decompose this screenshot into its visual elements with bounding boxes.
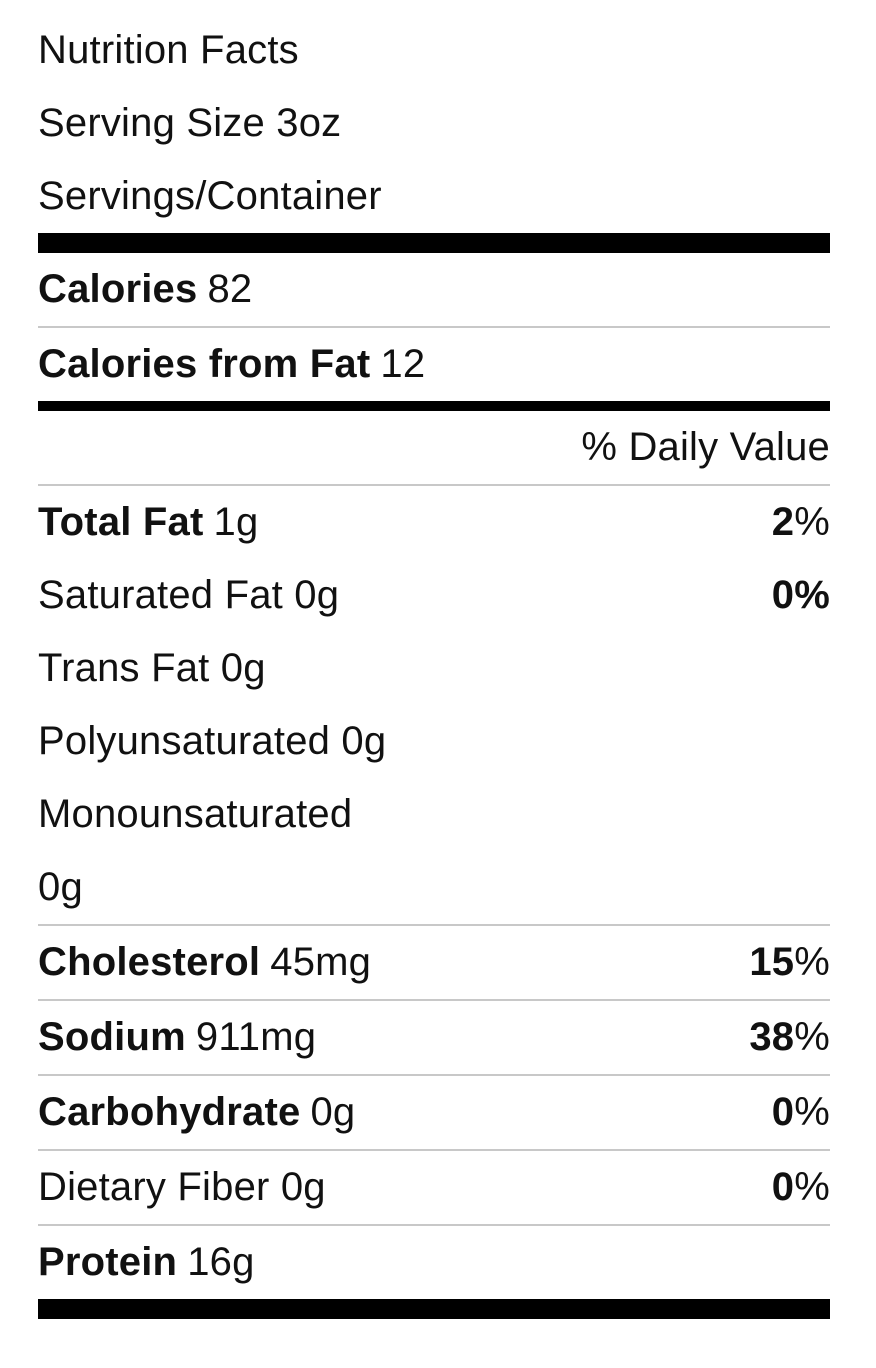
dietary-fiber-label: Dietary Fiber 0g	[38, 1165, 326, 1209]
sodium-amount: 911mg	[195, 1015, 317, 1059]
calories-value: 82	[207, 267, 253, 311]
total-fat-amount: 1g	[213, 500, 259, 544]
servings-per-container-row: Servings/Container	[38, 160, 830, 233]
cholesterol-row: Cholesterol 45mg 15%	[38, 924, 830, 999]
dietary-fiber-dv-number: 0	[771, 1165, 795, 1209]
calories-from-fat-value: 12	[380, 342, 426, 386]
trans-fat-row: Trans Fat 0g	[38, 632, 830, 705]
calories-row: Calories 82	[38, 253, 830, 326]
nutrition-facts-title: Nutrition Facts	[38, 28, 299, 72]
carbohydrate-amount: 0g	[310, 1090, 356, 1134]
servings-per-container-text: Servings/Container	[38, 174, 382, 218]
title-row: Nutrition Facts	[38, 14, 830, 87]
carbohydrate-dv-number: 0	[771, 1090, 795, 1134]
cholesterol-amount: 45mg	[270, 940, 372, 984]
polyunsaturated-label: Polyunsaturated 0g	[38, 719, 387, 763]
sodium-row: Sodium 911mg 38%	[38, 999, 830, 1074]
monounsaturated-amount: 0g	[38, 865, 83, 909]
serving-size-row: Serving Size 3oz	[38, 87, 830, 160]
trans-fat-label: Trans Fat 0g	[38, 646, 266, 690]
cholesterol-dv-sign: %	[794, 940, 830, 984]
cholesterol-dv-number: 15	[749, 940, 795, 984]
daily-value-header-row: % Daily Value	[38, 411, 830, 484]
calories-from-fat-row: Calories from Fat 12	[38, 326, 830, 401]
total-fat-dv-sign: %	[794, 500, 830, 544]
bottom-thick-divider	[38, 1299, 830, 1319]
sodium-dv-number: 38	[749, 1015, 795, 1059]
polyunsaturated-row: Polyunsaturated 0g	[38, 705, 830, 778]
total-fat-dv-number: 2	[771, 500, 795, 544]
monounsaturated-label: Monounsaturated	[38, 792, 353, 836]
calories-from-fat-label: Calories from Fat	[38, 342, 371, 386]
cholesterol-label: Cholesterol	[38, 940, 261, 984]
sodium-dv-sign: %	[794, 1015, 830, 1059]
saturated-fat-label: Saturated Fat 0g	[38, 573, 340, 617]
saturated-fat-dv: 0%	[771, 573, 830, 617]
nutrition-facts-panel: Nutrition Facts Serving Size 3oz Serving…	[38, 14, 830, 1319]
daily-value-header: % Daily Value	[581, 425, 830, 469]
saturated-fat-row: Saturated Fat 0g 0%	[38, 559, 830, 632]
monounsaturated-row: Monounsaturated	[38, 778, 830, 851]
dietary-fiber-row: Dietary Fiber 0g 0%	[38, 1149, 830, 1224]
medium-divider	[38, 401, 830, 411]
serving-size-text: Serving Size 3oz	[38, 101, 342, 145]
carbohydrate-label: Carbohydrate	[38, 1090, 301, 1134]
carbohydrate-dv-sign: %	[794, 1090, 830, 1134]
monounsaturated-amount-row: 0g	[38, 851, 830, 924]
total-fat-row: Total Fat 1g 2%	[38, 484, 830, 559]
protein-amount: 16g	[187, 1240, 255, 1284]
protein-row: Protein 16g	[38, 1224, 830, 1299]
calories-label: Calories	[38, 267, 198, 311]
sodium-label: Sodium	[38, 1015, 186, 1059]
thick-divider	[38, 233, 830, 253]
total-fat-label: Total Fat	[38, 500, 204, 544]
protein-label: Protein	[38, 1240, 178, 1284]
carbohydrate-row: Carbohydrate 0g 0%	[38, 1074, 830, 1149]
dietary-fiber-dv-sign: %	[794, 1165, 830, 1209]
